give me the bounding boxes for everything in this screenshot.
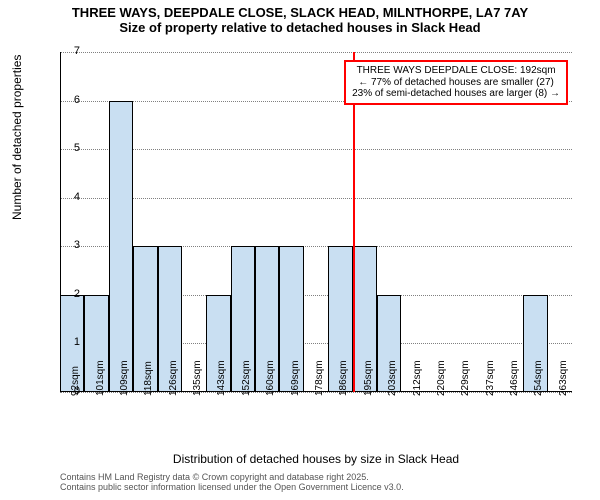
annotation-line: ← 77% of detached houses are smaller (27… bbox=[352, 77, 560, 89]
gridline bbox=[60, 52, 572, 53]
y-tick-label: 1 bbox=[64, 336, 80, 348]
footer-attribution: Contains HM Land Registry data © Crown c… bbox=[60, 472, 404, 493]
title-line-1: THREE WAYS, DEEPDALE CLOSE, SLACK HEAD, … bbox=[0, 6, 600, 21]
y-tick-label: 4 bbox=[64, 191, 80, 203]
gridline bbox=[60, 198, 572, 199]
y-axis-label: Number of detached properties bbox=[10, 55, 24, 220]
y-tick-label: 3 bbox=[64, 239, 80, 251]
y-tick-label: 6 bbox=[64, 94, 80, 106]
chart-container: THREE WAYS, DEEPDALE CLOSE, SLACK HEAD, … bbox=[0, 0, 600, 500]
footer-line-1: Contains HM Land Registry data © Crown c… bbox=[60, 472, 404, 482]
gridline bbox=[60, 149, 572, 150]
y-tick-label: 5 bbox=[64, 142, 80, 154]
x-axis-label: Distribution of detached houses by size … bbox=[60, 452, 572, 466]
y-tick-label: 2 bbox=[64, 288, 80, 300]
title-line-2: Size of property relative to detached ho… bbox=[0, 21, 600, 36]
annotation-line: THREE WAYS DEEPDALE CLOSE: 192sqm bbox=[352, 65, 560, 77]
chart-title-block: THREE WAYS, DEEPDALE CLOSE, SLACK HEAD, … bbox=[0, 0, 600, 36]
histogram-bar bbox=[109, 101, 133, 392]
y-tick-label: 7 bbox=[64, 45, 80, 57]
footer-line-2: Contains public sector information licen… bbox=[60, 482, 404, 492]
annotation-box: THREE WAYS DEEPDALE CLOSE: 192sqm← 77% o… bbox=[344, 60, 568, 105]
plot-area: THREE WAYS DEEPDALE CLOSE: 192sqm← 77% o… bbox=[60, 52, 572, 392]
annotation-line: 23% of semi-detached houses are larger (… bbox=[352, 88, 560, 100]
